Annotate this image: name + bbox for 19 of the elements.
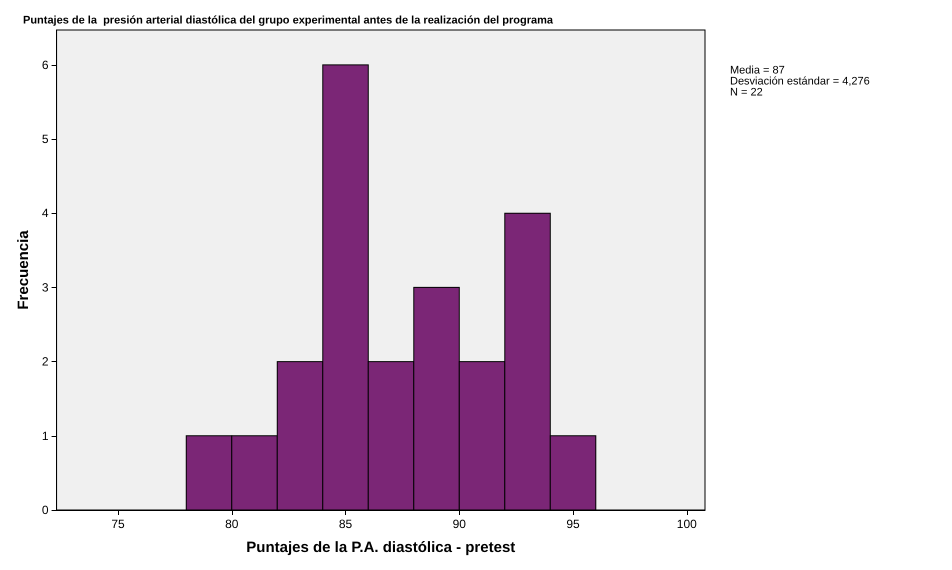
text: N = 22	[730, 86, 763, 98]
y-tick-label: 5	[42, 132, 49, 146]
y-tick-label: 4	[42, 206, 49, 220]
x-tick-label: 80	[225, 517, 239, 531]
y-tick-label: 2	[42, 354, 49, 369]
x-tick-label: 95	[566, 517, 580, 531]
x-tick-label: 75	[111, 517, 125, 531]
chart-title: Puntajes de la presión arterial diastólica del grupo experimental antes de la realización del programa	[23, 14, 554, 26]
y-axis-title: Frecuencia	[15, 230, 32, 310]
y-tick-label: 1	[42, 428, 49, 443]
text: Desviación estándar = 4,276	[730, 76, 870, 88]
y-tick-label: 6	[42, 58, 49, 72]
x-tick-label: 85	[338, 517, 353, 531]
x-tick-label: 100	[676, 517, 698, 531]
x-tick-label: 90	[452, 517, 466, 531]
y-tick-label: 0	[42, 503, 49, 517]
x-axis-title: Puntajes de la P.A. diastólica - pretest	[246, 539, 516, 556]
y-tick-label: 3	[42, 280, 49, 294]
text: Media = 87	[730, 64, 785, 76]
